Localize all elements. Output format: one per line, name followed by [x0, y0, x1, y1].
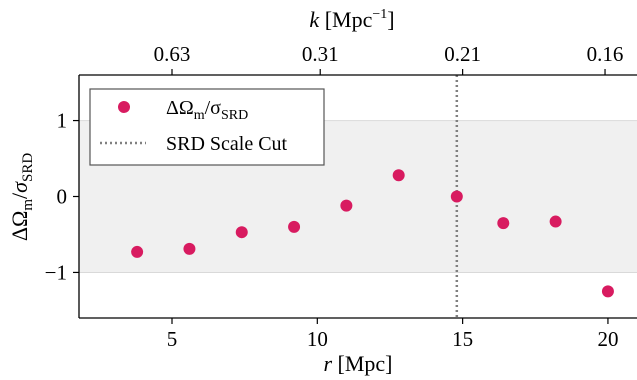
data-point [235, 226, 248, 239]
data-point [288, 220, 301, 233]
x-tick-label: 20 [597, 327, 618, 351]
data-point [131, 245, 144, 258]
data-point [497, 217, 510, 230]
x-tick-label: 15 [452, 327, 473, 351]
x-tick-label: 10 [307, 327, 328, 351]
data-point [450, 190, 463, 203]
data-point [392, 169, 405, 182]
legend-box [89, 88, 325, 166]
y-axis-label: ΔΩm/σSRD [7, 153, 36, 242]
top-axis-label: k [Mpc−1] [309, 7, 394, 32]
top-tick-label: 0.63 [154, 42, 191, 66]
x-axis-label: r [Mpc] [323, 351, 392, 376]
y-tick-label: −1 [45, 260, 67, 284]
top-tick-label: 0.21 [444, 42, 481, 66]
x-tick-label: 5 [167, 327, 178, 351]
data-point [183, 242, 196, 255]
data-point [340, 199, 353, 212]
plot-layer: 5 10 15 20 −1 0 1 0.63 0.31 0.21 0.16 [45, 42, 637, 351]
top-tick-label: 0.16 [587, 42, 624, 66]
y-tick-label: 1 [57, 109, 68, 133]
legend-label-scale-cut: SRD Scale Cut [166, 133, 288, 155]
legend-label-points: ΔΩm/σSRD [166, 97, 248, 123]
legend-marker [118, 101, 130, 113]
data-point [549, 215, 562, 228]
legend: ΔΩm/σSRD SRD Scale Cut [89, 88, 325, 166]
y-tick-label: 0 [57, 185, 68, 209]
data-point [601, 285, 614, 298]
top-tick-label: 0.31 [302, 42, 339, 66]
